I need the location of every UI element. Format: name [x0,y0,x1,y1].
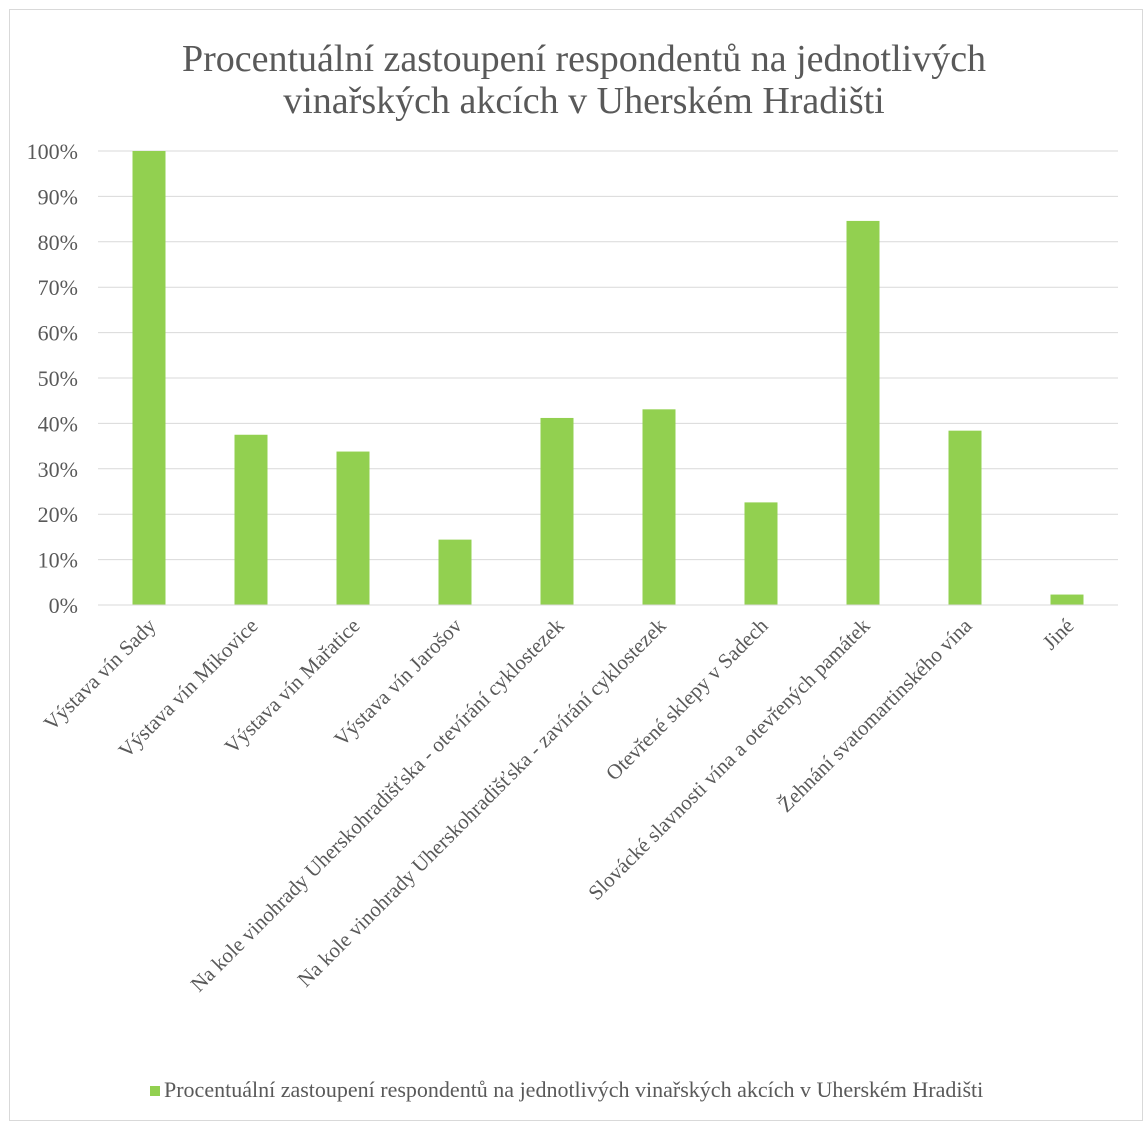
bar [948,430,982,605]
bar [642,409,676,605]
y-tick-label: 40% [38,411,78,436]
y-tick-label: 100% [27,139,78,164]
chart-title-line-2: vinařských akcích v Uherském Hradišti [283,80,885,122]
bar [1050,594,1084,605]
y-axis-ticks: 0% 10% 20% 30% 40% 50% 60% 70% 80% 90% 100% [27,139,78,618]
chart-title: Procentuální zastoupení respondentů na j… [182,38,986,122]
y-tick-label: 60% [38,321,78,346]
category-label: Žehnání svatomartinského vína [773,613,977,817]
y-tick-label: 90% [38,184,78,209]
bar [438,539,472,605]
y-tick-label: 50% [38,366,78,391]
gridlines [98,150,1118,561]
y-tick-label: 30% [38,457,78,482]
legend: Procentuální zastoupení respondentů na j… [150,1077,983,1102]
bar [336,451,370,605]
y-tick-label: 70% [38,275,78,300]
bar [132,151,166,605]
y-tick-label: 0% [49,593,78,618]
chart-title-line-1: Procentuální zastoupení respondentů na j… [182,38,986,80]
bars [132,151,1084,605]
y-tick-label: 80% [38,230,78,255]
category-label: Jiné [1038,614,1079,655]
legend-swatch [150,1086,160,1096]
category-label: Na kole vinohrady Uherskohradišťska - ot… [186,613,569,996]
category-label: Na kole vinohrady Uherskohradišťska - za… [293,613,671,991]
category-label: Otevřené sklepy v Sadech [601,613,773,785]
bar [846,220,880,605]
bar [234,434,268,605]
bar [540,417,574,605]
bar [744,502,778,605]
legend-label: Procentuální zastoupení respondentů na j… [164,1077,983,1102]
y-tick-label: 20% [38,502,78,527]
y-tick-label: 10% [38,548,78,573]
